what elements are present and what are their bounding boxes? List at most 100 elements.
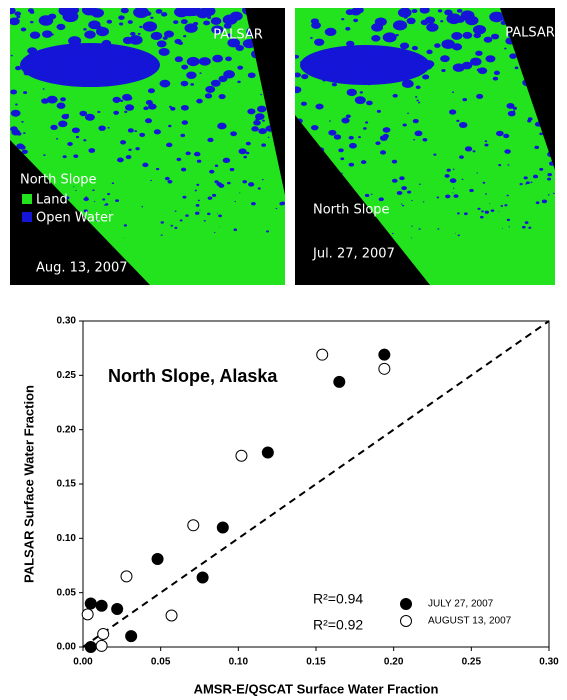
date-label: Jul. 27, 2007: [312, 247, 395, 262]
water-body: [294, 72, 301, 77]
water-body: [126, 155, 132, 159]
water-body: [125, 104, 134, 111]
water-body: [94, 201, 95, 202]
water-body: [15, 104, 18, 106]
chart-title: North Slope, Alaska: [108, 366, 278, 386]
water-body: [184, 23, 197, 32]
water-body: [235, 201, 236, 202]
water-body: [522, 226, 526, 229]
water-body: [361, 160, 366, 164]
water-body: [251, 202, 256, 206]
water-body: [34, 72, 41, 77]
water-body: [165, 177, 170, 180]
water-body: [57, 103, 66, 109]
water-body: [457, 212, 460, 214]
water-body: [105, 203, 108, 205]
water-body: [528, 227, 531, 229]
water-body: [139, 133, 145, 137]
water-body: [504, 149, 511, 154]
water-body: [5, 7, 15, 14]
water-body: [484, 37, 493, 43]
legend-label: Open Water: [36, 211, 114, 226]
water-body: [113, 111, 119, 115]
water-body: [491, 209, 495, 212]
x-tick-label: 0.00: [73, 657, 93, 668]
water-body: [168, 125, 171, 127]
water-body: [204, 220, 206, 222]
region-label: North Slope: [313, 203, 390, 218]
water-body: [175, 211, 177, 212]
water-body: [131, 36, 134, 38]
water-body: [527, 120, 531, 123]
x-tick-label: 0.05: [151, 657, 171, 668]
water-body: [355, 96, 366, 104]
water-body: [15, 66, 21, 70]
water-body: [30, 32, 40, 39]
water-body: [507, 219, 510, 221]
water-body: [51, 33, 54, 35]
water-body: [205, 93, 212, 98]
water-body: [255, 118, 259, 121]
water-body: [196, 184, 199, 186]
water-body: [401, 203, 403, 204]
water-body: [392, 179, 398, 183]
water-body: [59, 79, 65, 83]
water-body: [82, 68, 89, 73]
water-body: [27, 47, 37, 54]
water-body: [39, 15, 54, 25]
water-body: [242, 180, 247, 183]
water-body: [260, 94, 262, 95]
water-body: [181, 65, 188, 70]
water-body: [186, 72, 196, 79]
water-body: [401, 186, 407, 190]
water-body: [30, 62, 40, 69]
water-body: [230, 131, 237, 136]
water-body: [452, 91, 454, 93]
x-tick-label: 0.30: [539, 657, 559, 668]
water-body: [199, 210, 200, 211]
water-body: [329, 120, 331, 121]
water-body: [223, 70, 235, 78]
point: [166, 610, 177, 621]
water-body: [10, 126, 18, 131]
water-body: [200, 6, 215, 17]
water-body: [16, 16, 20, 19]
water-body: [248, 72, 256, 78]
water-body: [416, 100, 418, 102]
water-body: [17, 132, 22, 135]
water-body: [347, 89, 357, 96]
water-body: [67, 142, 73, 146]
water-body: [513, 107, 517, 110]
sensor-label: PALSAR: [505, 26, 555, 41]
water-body: [314, 39, 324, 46]
water-body: [292, 86, 302, 93]
water-body: [477, 68, 481, 71]
water-body: [380, 150, 386, 154]
water-body: [402, 205, 404, 207]
point: [85, 642, 96, 653]
water-body: [553, 193, 555, 194]
water-body: [520, 183, 523, 185]
water-body: [258, 128, 266, 134]
water-body: [456, 120, 459, 122]
water-body: [363, 127, 367, 130]
water-body: [453, 188, 454, 189]
water-body: [498, 164, 501, 166]
water-body: [135, 147, 139, 150]
water-body: [243, 156, 247, 159]
water-body: [102, 198, 105, 200]
water-body: [145, 11, 151, 15]
water-body: [377, 110, 381, 113]
water-body: [447, 169, 451, 172]
water-body: [227, 182, 231, 185]
water-body: [548, 194, 550, 195]
water-body: [192, 9, 195, 11]
water-body: [217, 123, 226, 130]
water-body: [50, 125, 57, 130]
water-body: [419, 184, 421, 185]
water-body: [161, 12, 167, 17]
water-body: [198, 9, 201, 11]
water-body: [375, 18, 387, 27]
water-body: [119, 72, 124, 75]
water-body: [438, 9, 442, 12]
